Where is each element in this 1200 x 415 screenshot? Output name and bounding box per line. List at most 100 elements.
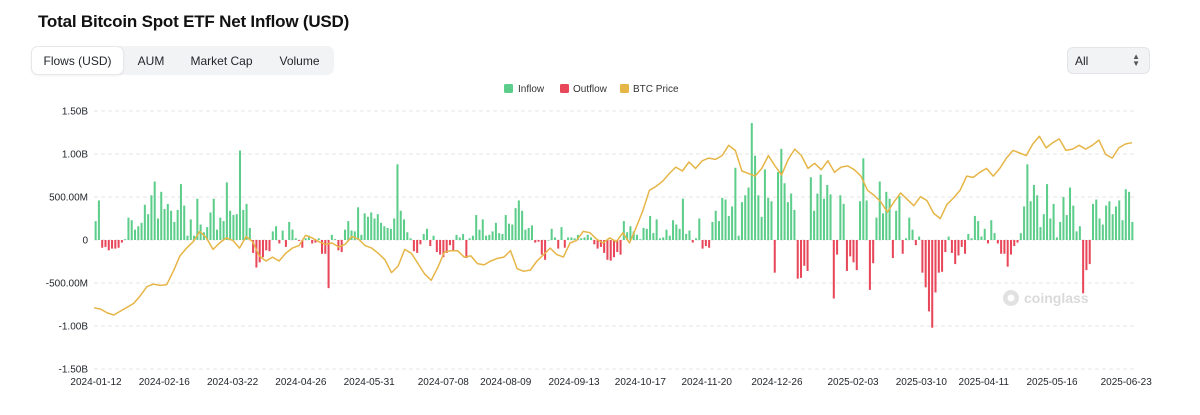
inflow-bar: [1069, 187, 1072, 240]
inflow-bar: [649, 215, 652, 240]
inflow-bar: [980, 236, 983, 240]
outflow-bar: [1009, 240, 1012, 255]
inflow-bar: [485, 235, 488, 240]
x-tick-label: 2024-04-26: [275, 377, 327, 388]
inflow-bar: [590, 237, 593, 240]
x-tick-label: 2025-05-16: [1026, 377, 1078, 388]
outflow-bar: [1013, 240, 1016, 247]
inflow-bar: [1121, 220, 1124, 240]
chevron-up-down-icon: ▲ ▼: [1132, 52, 1140, 68]
inflow-bar: [793, 209, 796, 240]
inflow-bar: [222, 221, 225, 240]
inflow-bar: [127, 217, 130, 240]
inflow-bar: [133, 229, 137, 240]
tab-aum[interactable]: AUM: [137, 53, 165, 68]
inflow-bar: [1029, 201, 1032, 240]
inflow-bar: [343, 229, 346, 240]
inflow-bar: [645, 228, 648, 240]
inflow-bar: [1026, 164, 1029, 240]
outflow-bar: [964, 240, 967, 254]
tab-flows-usd[interactable]: Flows (USD): [31, 46, 124, 75]
inflow-bar: [353, 231, 356, 240]
outflow-bar: [327, 240, 330, 289]
outflow-bar: [612, 240, 616, 258]
inflow-bar: [983, 228, 986, 240]
outflow-bar: [996, 240, 999, 244]
inflow-bar: [740, 202, 743, 240]
inflow-bar: [130, 220, 133, 240]
inflow-bar: [816, 193, 819, 240]
inflow-bar: [918, 236, 921, 240]
inflow-bar: [1078, 226, 1081, 240]
outflow-bar: [924, 240, 927, 288]
inflow-bar: [475, 215, 478, 240]
inflow-bar: [514, 208, 517, 240]
tab-volume[interactable]: Volume: [279, 53, 320, 68]
inflow-bar: [639, 239, 642, 240]
inflow-bar: [970, 238, 973, 240]
inflow-bar: [530, 225, 533, 240]
inflow-bar: [189, 219, 192, 240]
inflow-bar: [350, 230, 353, 240]
outflow-bar: [986, 240, 990, 244]
inflow-bar: [767, 197, 770, 240]
inflow-bar: [990, 220, 993, 240]
outflow-bar: [252, 240, 255, 253]
inflow-bar: [304, 238, 307, 240]
outflow-bar: [442, 240, 445, 258]
outflow-bar: [314, 240, 317, 243]
outflow-bar: [806, 240, 809, 271]
inflow-bar: [885, 191, 888, 240]
time-range-select[interactable]: All ▲ ▼: [1067, 47, 1150, 74]
inflow-bar: [363, 213, 366, 240]
x-tick-label: 2024-12-26: [751, 377, 803, 388]
outflow-bar: [852, 240, 855, 263]
inflow-bar: [163, 209, 166, 240]
inflow-bar: [396, 164, 399, 240]
outflow-bar: [265, 240, 268, 251]
inflow-bar: [173, 221, 176, 240]
inflow-bar: [862, 158, 865, 240]
outflow-bar: [1085, 240, 1088, 271]
inflow-bar: [317, 238, 320, 240]
inflow-bar: [911, 229, 914, 240]
outflow-bar: [465, 240, 468, 259]
inflow-bar: [1052, 203, 1055, 240]
inflow-bar: [137, 226, 140, 240]
y-tick-label: 500.00M: [49, 193, 88, 204]
inflow-bar: [622, 221, 625, 240]
inflow-bar: [695, 238, 698, 240]
inflow-bar: [94, 221, 97, 240]
outflow-bar: [832, 240, 835, 299]
outflow-bar: [321, 240, 324, 254]
inflow-bar: [275, 226, 278, 240]
inflow-bar: [888, 198, 891, 240]
tab-market-cap[interactable]: Market Cap: [190, 53, 253, 68]
outflow-bar: [324, 240, 327, 254]
legend-swatch-inflow: [504, 84, 513, 93]
outflow-bar: [298, 240, 301, 241]
inflow-bar: [813, 210, 816, 240]
outflow-bar: [914, 240, 917, 246]
inflow-bar: [186, 235, 189, 240]
outflow-bar: [603, 240, 606, 253]
inflow-bar: [1114, 206, 1117, 240]
outflow-bar: [901, 240, 904, 254]
outflow-bar: [1006, 240, 1009, 267]
inflow-bar: [206, 227, 209, 240]
outflow-bar: [799, 240, 803, 278]
inflow-bar: [1095, 199, 1098, 240]
inflow-bar: [1111, 214, 1114, 240]
inflow-bar: [658, 238, 661, 240]
inflow-bar: [829, 194, 832, 240]
inflow-bar: [757, 195, 760, 240]
inflow-bar: [383, 226, 386, 240]
outflow-bar: [268, 240, 271, 252]
inflow-bar: [357, 207, 360, 240]
inflow-bar: [754, 155, 757, 240]
y-tick-label: 1.50B: [62, 107, 88, 118]
outflow-bar: [261, 240, 264, 258]
inflow-bar: [1036, 195, 1039, 240]
outflow-bar: [849, 240, 852, 257]
inflow-bar: [393, 218, 396, 240]
